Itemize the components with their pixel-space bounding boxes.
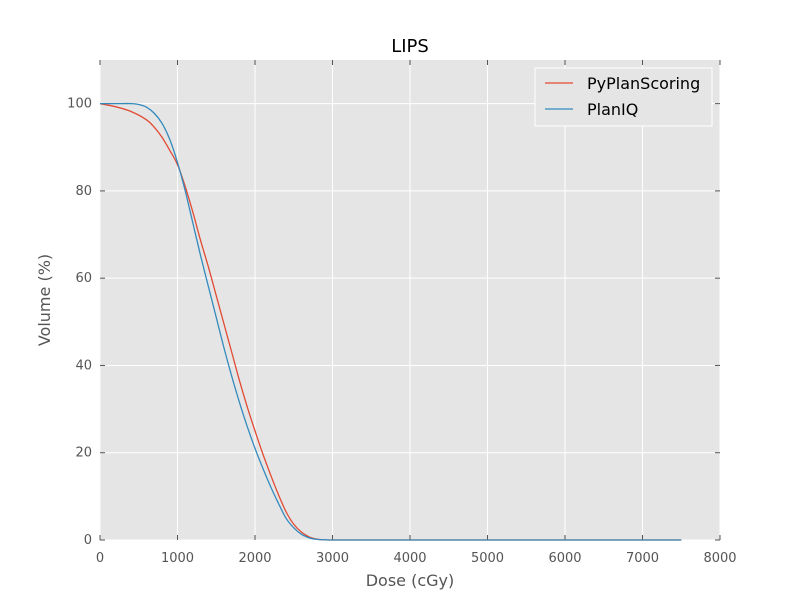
x-tick-label: 1000 bbox=[161, 551, 194, 566]
x-tick-label: 8000 bbox=[703, 551, 736, 566]
legend-label: PyPlanScoring bbox=[587, 74, 700, 93]
x-tick-label: 4000 bbox=[393, 551, 426, 566]
legend-label: PlanIQ bbox=[587, 100, 638, 119]
x-tick-label: 3000 bbox=[316, 551, 349, 566]
x-axis-label: Dose (cGy) bbox=[366, 571, 455, 590]
y-tick-label: 0 bbox=[84, 533, 92, 548]
y-tick-label: 100 bbox=[67, 97, 92, 112]
y-tick-label: 20 bbox=[75, 446, 92, 461]
legend: PyPlanScoring PlanIQ bbox=[534, 67, 713, 127]
grid-lines bbox=[99, 60, 721, 541]
series-lines bbox=[99, 102, 682, 541]
series-line-planiq bbox=[99, 102, 682, 541]
y-tick-label: 80 bbox=[75, 184, 92, 199]
x-tick-label: 0 bbox=[96, 551, 104, 566]
legend-box bbox=[534, 67, 713, 127]
x-tick-label: 7000 bbox=[626, 551, 659, 566]
y-tick-label: 60 bbox=[75, 271, 92, 286]
x-tick-label: 6000 bbox=[548, 551, 581, 566]
y-axis-label: Volume (%) bbox=[35, 254, 54, 346]
y-tick-label: 40 bbox=[75, 358, 92, 373]
x-tick-label: 5000 bbox=[471, 551, 504, 566]
x-tick-label: 2000 bbox=[238, 551, 271, 566]
chart-title: LIPS bbox=[391, 36, 429, 57]
axis-ticks: 0 1000 2000 3000 4000 5000 6000 7000 8000 0 20 40 60… bbox=[67, 60, 737, 566]
